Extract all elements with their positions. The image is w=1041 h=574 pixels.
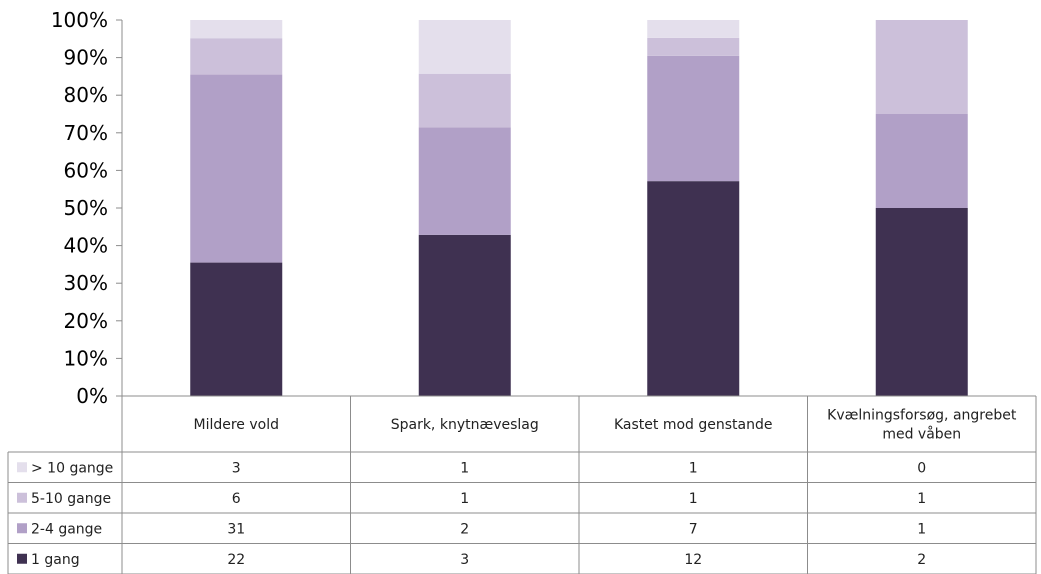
table-cell-value: 1 (917, 521, 926, 537)
legend-swatch (17, 462, 27, 473)
legend-swatch (17, 553, 27, 564)
bar-stacks (190, 20, 968, 396)
table-cell-value: 6 (232, 491, 241, 507)
table-cell-value: 31 (227, 521, 245, 537)
bar-segment (875, 114, 968, 208)
category-label: Kastet mod genstande (614, 417, 773, 433)
y-tick-label: 50% (64, 196, 108, 220)
y-tick-label: 60% (64, 158, 108, 182)
table-cell-value: 7 (689, 521, 698, 537)
legend-label: > 10 gange (31, 460, 113, 476)
bar-segment (875, 208, 968, 396)
table-cell-value: 1 (689, 491, 698, 507)
table-cell-value: 2 (460, 521, 469, 537)
table-cell-value: 3 (460, 552, 469, 568)
legend-swatch (17, 523, 27, 534)
bar-segment (190, 74, 283, 263)
bar-segment (190, 38, 283, 75)
y-tick-label: 30% (64, 271, 108, 295)
bar-segment (647, 55, 740, 182)
bar-segment (647, 20, 740, 38)
bar-segment (418, 127, 511, 235)
category-label: Mildere vold (194, 417, 280, 433)
y-axis: 0% 10% 20% 30% 40% 50% 60% 70% 80% 90% 100% (51, 8, 123, 408)
bar-segment (418, 73, 511, 128)
table-cell-value: 1 (689, 460, 698, 476)
y-tick-label: 10% (64, 346, 108, 370)
y-tick-label: 0% (76, 384, 108, 408)
category-label: Kvælningsforsøg, angrebet (827, 408, 1017, 424)
bar-segment (190, 262, 283, 396)
y-tick-label: 100% (51, 8, 108, 32)
legend-swatch (17, 492, 27, 503)
bar-segment (190, 20, 283, 39)
table-cell-value: 1 (917, 491, 926, 507)
bar-segment (875, 20, 968, 114)
bar-segment (647, 37, 740, 56)
bar-segment (418, 20, 511, 74)
legend-label: 5-10 gange (31, 491, 111, 507)
bar-segment (418, 234, 511, 396)
category-label: med våben (882, 426, 961, 443)
table-cell-value: 22 (227, 552, 245, 568)
table-cell-value: 12 (684, 552, 702, 568)
table-cell-value: 0 (917, 460, 926, 476)
y-tick-label: 20% (64, 309, 108, 333)
data-table: Mildere vold Spark, knytnæveslag Kastet mo… (7, 395, 1037, 574)
bar-segment (647, 181, 740, 396)
y-tick-label: 40% (64, 234, 108, 258)
y-tick-label: 70% (64, 121, 108, 145)
category-label: Spark, knytnæveslag (391, 417, 539, 433)
y-tick-label: 80% (64, 83, 108, 107)
table-cell-value: 1 (460, 491, 469, 507)
legend-label: 2-4 gange (31, 521, 102, 537)
legend-label: 1 gang (31, 552, 80, 568)
y-tick-label: 90% (64, 46, 108, 70)
table-cell-value: 2 (917, 552, 926, 568)
table-cell-value: 3 (232, 460, 241, 476)
table-cell-value: 1 (460, 460, 469, 476)
